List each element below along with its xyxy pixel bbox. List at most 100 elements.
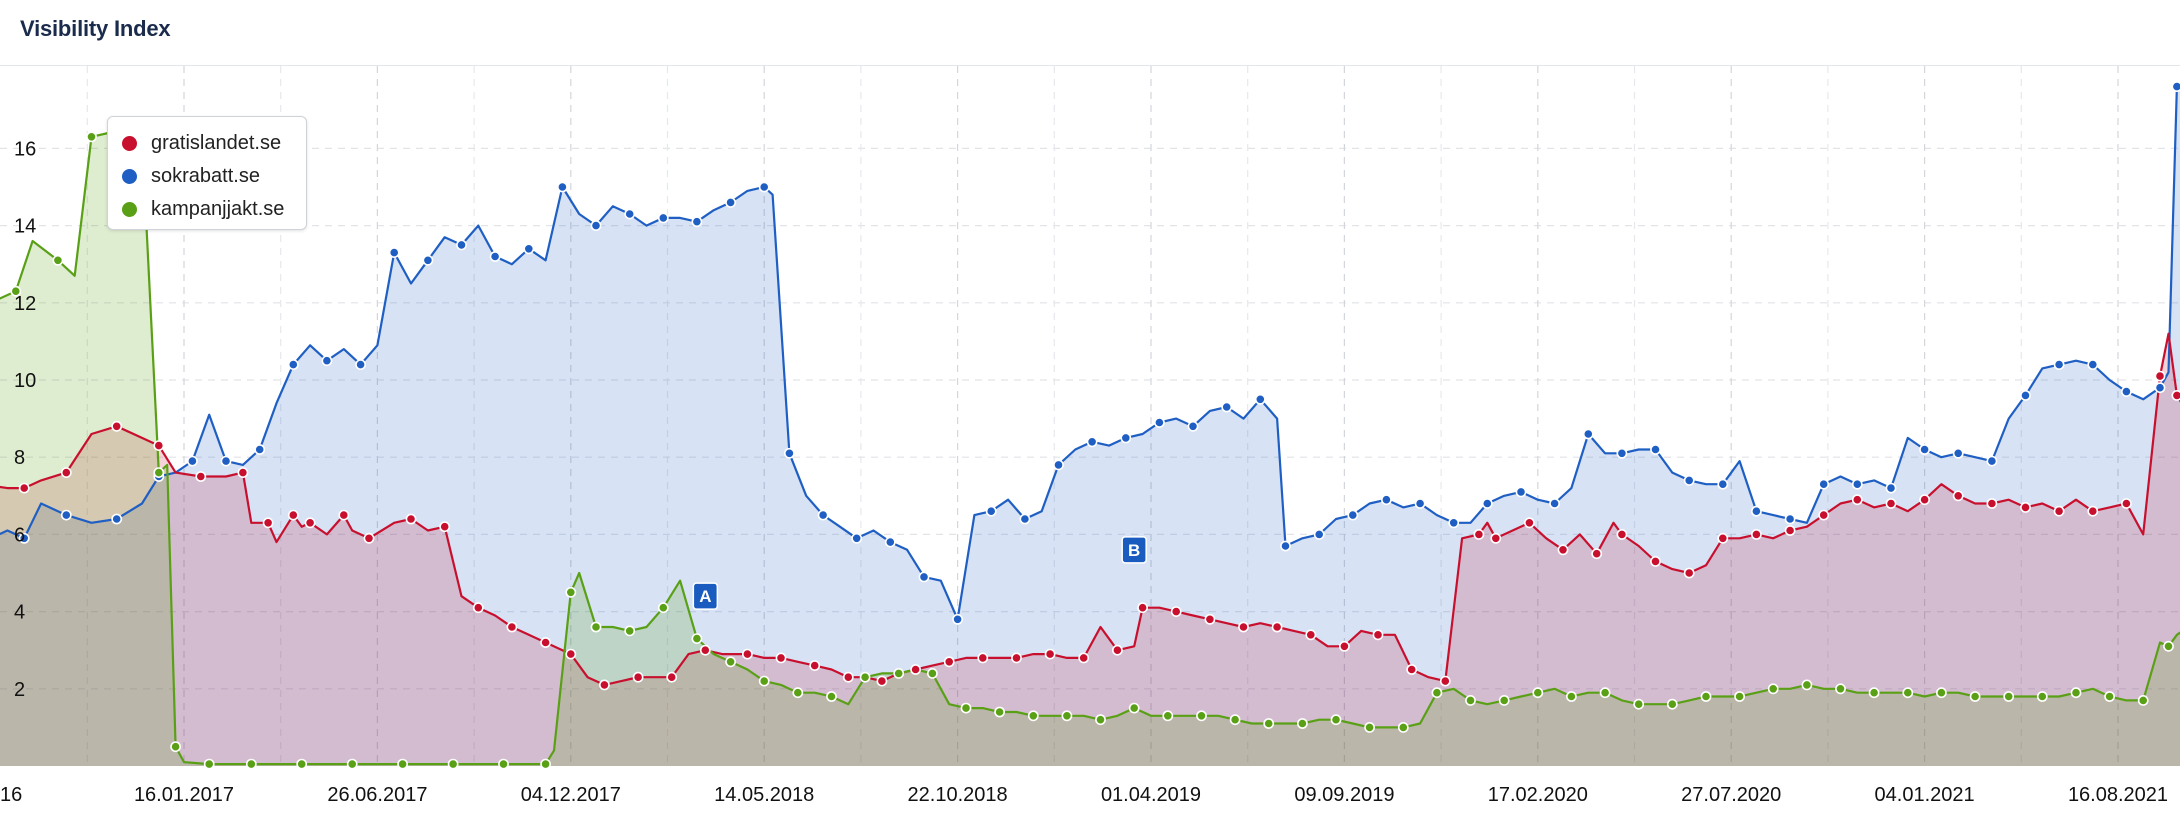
y-tick-label: 14: [14, 216, 36, 238]
data-point: [296, 758, 308, 770]
data-point: [1952, 490, 1964, 502]
data-point: [1439, 675, 1451, 687]
legend-dot-icon: [122, 202, 137, 217]
data-point: [1162, 710, 1174, 722]
data-point: [1061, 710, 1073, 722]
data-point: [1297, 718, 1308, 729]
data-point: [1095, 714, 1106, 726]
data-point: [1616, 447, 1628, 459]
data-point: [1364, 722, 1375, 733]
data-point: [1734, 691, 1745, 702]
data-point: [1347, 509, 1359, 521]
chart-title: Visibility Index: [20, 16, 171, 41]
data-point: [1196, 710, 1207, 722]
data-point: [1986, 455, 1998, 467]
data-point: [388, 247, 400, 258]
data-point: [1254, 393, 1266, 405]
data-point: [2003, 691, 2015, 702]
data-point: [590, 621, 602, 633]
area-kampanjjakt.se: [0, 133, 2180, 766]
data-point: [758, 675, 770, 687]
x-tick-label: 14.05.2018: [714, 784, 814, 806]
data-point: [2171, 81, 2180, 92]
data-point: [557, 181, 568, 193]
data-point: [1305, 629, 1317, 641]
data-point: [1700, 691, 1712, 702]
data-point: [1835, 683, 1846, 695]
data-point: [1868, 687, 1880, 699]
data-point: [666, 671, 678, 683]
y-tick-label: 4: [14, 602, 25, 624]
data-point: [1683, 567, 1695, 579]
data-point: [1566, 691, 1577, 702]
data-point: [699, 644, 711, 656]
data-point: [792, 687, 804, 699]
data-point: [1524, 517, 1535, 529]
data-point: [1818, 509, 1830, 521]
legend-item-kampanjjakt[interactable]: kampanjjakt.se: [122, 193, 306, 226]
data-point: [2120, 386, 2132, 397]
x-tick-label: 04.01.2021: [1875, 784, 1975, 806]
area-sokrabatt.se: [0, 85, 2180, 766]
data-point: [1633, 698, 1645, 710]
data-point: [775, 652, 787, 664]
data-point: [1557, 544, 1569, 556]
data-point: [1885, 498, 1897, 509]
data-point: [1498, 695, 1510, 706]
data-point: [599, 679, 610, 691]
data-point: [2087, 505, 2099, 517]
data-point: [422, 254, 434, 266]
data-point: [111, 513, 123, 525]
data-point: [1936, 687, 1947, 699]
annotation-label: A: [699, 587, 711, 606]
data-point: [1128, 702, 1140, 714]
y-tick-label: 12: [14, 293, 36, 315]
x-tick-label: 17.02.2020: [1488, 784, 1588, 806]
data-point: [456, 239, 467, 251]
data-point: [1986, 498, 1998, 509]
data-point: [1339, 640, 1350, 652]
axis-tick-labels: 2 4 6 8 10 12 14 16 16 16.01.2017 26.06.2017 04.12.…: [0, 138, 2168, 806]
data-point: [1397, 722, 1409, 733]
series-points: [10, 81, 2180, 770]
legend-item-gratislandet[interactable]: gratislandet.se: [122, 127, 306, 160]
data-point: [876, 675, 888, 687]
data-point: [1919, 444, 1930, 455]
data-point: [1969, 691, 1981, 702]
data-point: [2154, 370, 2166, 382]
x-tick-label: 16.01.2017: [134, 784, 234, 806]
data-point: [540, 637, 551, 648]
data-point: [1414, 498, 1426, 509]
data-point: [943, 656, 955, 668]
data-point: [809, 660, 821, 671]
data-point: [1717, 478, 1729, 490]
data-point: [1330, 714, 1342, 726]
x-tick-label: 26.06.2017: [327, 784, 427, 806]
data-point: [1885, 482, 1897, 494]
legend-label: kampanjjakt.se: [151, 198, 285, 220]
x-tick-label: 16: [0, 784, 22, 806]
data-point: [220, 455, 232, 467]
data-point: [186, 455, 198, 467]
data-point: [1481, 498, 1493, 509]
data-point: [60, 509, 72, 521]
data-point: [498, 758, 509, 770]
data-point: [817, 509, 829, 521]
data-point: [2137, 695, 2149, 706]
data-point: [2163, 640, 2174, 652]
data-point: [1751, 528, 1762, 540]
legend-item-sokrabatt[interactable]: sokrabatt.se: [122, 160, 306, 193]
data-point: [2171, 390, 2180, 401]
data-point: [111, 420, 123, 432]
data-point: [691, 216, 703, 228]
data-point: [1818, 478, 1830, 490]
data-point: [363, 532, 375, 544]
data-point: [2154, 382, 2166, 394]
data-point: [1044, 648, 1056, 660]
data-point: [1280, 540, 1291, 552]
data-point: [2120, 498, 2132, 509]
area-gratislandet.se: [0, 333, 2180, 766]
data-point: [691, 633, 703, 644]
chart-legend: gratislandet.se sokrabatt.se kampanjjakt…: [107, 116, 307, 230]
